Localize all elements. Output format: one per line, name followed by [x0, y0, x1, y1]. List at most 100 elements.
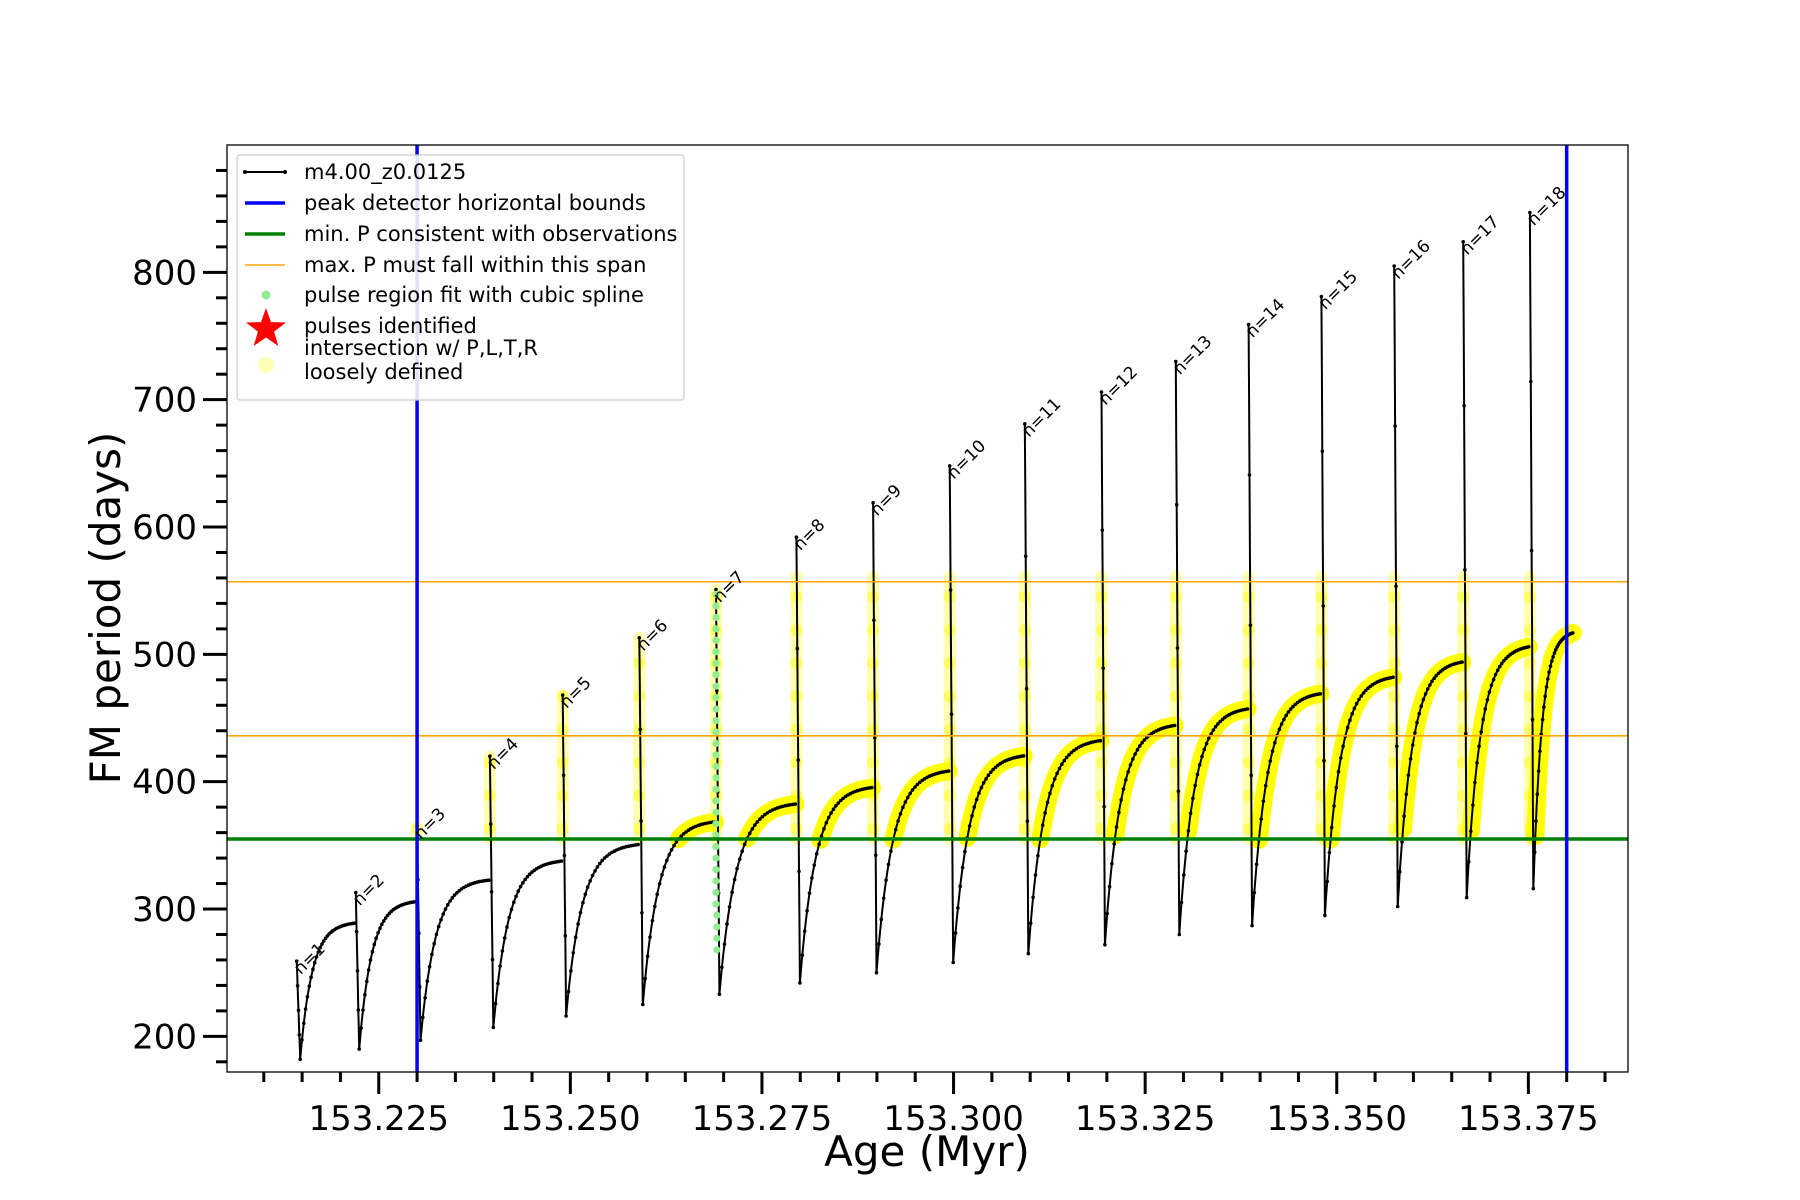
track-point [653, 904, 657, 909]
spline-point [712, 774, 720, 782]
track-point [805, 909, 809, 913]
track-point [1404, 792, 1409, 796]
spike-halo-point [867, 690, 880, 703]
track-point [363, 992, 367, 997]
spline-point [712, 820, 720, 828]
spike-halo-point [1242, 756, 1255, 769]
spike-halo-point [1169, 690, 1182, 703]
track-point [800, 953, 805, 957]
track-point [383, 916, 388, 920]
legend-label-6: intersection w/ P,L,T,R loosely defined [304, 336, 538, 384]
track-point [516, 889, 521, 893]
track-point [819, 834, 824, 838]
track-point [498, 964, 502, 968]
track-point [1329, 825, 1334, 830]
track-point [1175, 646, 1180, 650]
track-point [564, 1014, 568, 1018]
track-point [1204, 741, 1209, 746]
track-point [1273, 741, 1277, 745]
track-point [1350, 712, 1354, 716]
track-point [1025, 819, 1030, 823]
track-point [1428, 683, 1432, 687]
track-point [1133, 752, 1137, 756]
track-point [730, 890, 734, 894]
track-point [1540, 717, 1545, 722]
track-point [1532, 850, 1537, 855]
track-point [753, 823, 757, 827]
track-point [1121, 787, 1126, 791]
track-point [588, 879, 592, 883]
track-point [672, 843, 676, 848]
track-point [1138, 744, 1142, 748]
plot-frame [226, 144, 1629, 1073]
spike-halo-point [943, 624, 956, 637]
track-point [1552, 651, 1557, 655]
spline-point [712, 831, 720, 839]
spike-halo-point [943, 822, 956, 835]
track-point [1135, 747, 1140, 752]
track-point [1248, 623, 1253, 627]
track-point [879, 917, 884, 922]
track-point [1119, 798, 1123, 802]
track-point [1543, 694, 1547, 699]
spike-halo-point [1018, 657, 1031, 670]
track-point [1100, 528, 1105, 532]
track-point [1064, 755, 1069, 760]
spline-point [712, 682, 720, 690]
track-point [1110, 861, 1114, 866]
track-point [1391, 675, 1395, 680]
spline-layer [712, 590, 721, 954]
spline-point [712, 900, 720, 908]
spike-halo-point [1018, 591, 1031, 604]
track-point [679, 834, 683, 838]
spline-point [712, 739, 720, 748]
y-axis-label: FM period (days) [81, 432, 130, 785]
track-point [1045, 800, 1050, 805]
track-point [523, 877, 527, 882]
track-point [814, 852, 819, 856]
track-point [518, 884, 523, 889]
track-point [560, 693, 565, 697]
spline-point [712, 659, 720, 667]
spike-halo-point [1018, 624, 1031, 637]
track-point [1102, 804, 1106, 809]
track-point [443, 907, 448, 911]
spike-halo-point [1018, 822, 1031, 835]
spike-halo-point [1523, 624, 1536, 637]
track-point [1250, 923, 1254, 928]
track-point [974, 797, 979, 802]
spline-point [712, 877, 720, 885]
track-point [807, 891, 812, 895]
track-point [873, 853, 878, 857]
track-point [1052, 777, 1057, 781]
track-point [376, 931, 380, 935]
track-point [727, 905, 732, 909]
track-point [979, 785, 984, 790]
track-point [436, 924, 441, 929]
track-point [418, 1038, 423, 1042]
track-point [1057, 766, 1062, 771]
track-point [1481, 717, 1485, 722]
track-point [1321, 604, 1325, 608]
track-point [871, 501, 875, 505]
track-point [1341, 744, 1345, 749]
track-point [877, 942, 881, 946]
track-point [1531, 886, 1536, 891]
spline-point [712, 602, 720, 610]
spline-point [712, 843, 720, 851]
track-point [514, 894, 518, 899]
track-point [562, 853, 567, 858]
track-point [802, 929, 807, 934]
track-point [669, 848, 674, 852]
spike-halo-point [943, 789, 956, 802]
track-point [380, 922, 384, 927]
track-point [970, 814, 974, 818]
track-point [1246, 322, 1251, 327]
track-point [527, 872, 532, 876]
legend-label-0: m4.00_z0.0125 [304, 160, 466, 185]
track-point [1402, 814, 1406, 818]
track-point [831, 807, 836, 811]
track-point [1542, 705, 1546, 709]
track-point [960, 865, 965, 870]
y-tick-label: 500 [132, 635, 197, 675]
